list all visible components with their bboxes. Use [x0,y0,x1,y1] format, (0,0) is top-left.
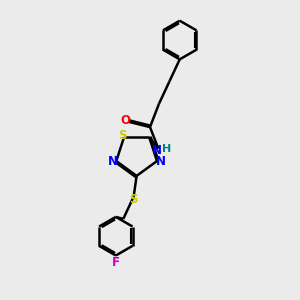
Text: N: N [155,154,166,168]
Text: H: H [162,144,171,154]
Text: N: N [152,144,162,157]
Text: S: S [118,129,127,142]
Text: N: N [108,154,118,168]
Text: F: F [112,256,120,268]
Text: O: O [120,114,130,128]
Text: S: S [129,193,138,206]
